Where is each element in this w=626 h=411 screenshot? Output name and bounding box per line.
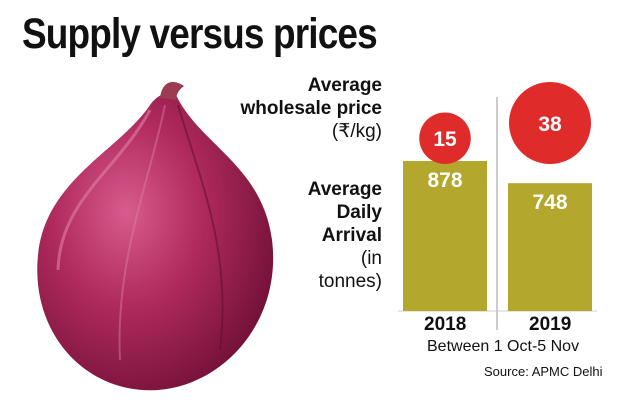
x-tick-label: 2018	[424, 314, 467, 335]
arrival-bar	[403, 161, 487, 311]
price-bubble	[419, 112, 471, 164]
price-bubble-label: 38	[538, 113, 562, 136]
arrival-label-line3: Arrival	[321, 225, 382, 246]
chart-title: Supply versus prices	[22, 10, 378, 58]
arrival-unit-line2: tonnes)	[318, 271, 382, 292]
period-label: Between 1 Oct-5 Nov	[427, 338, 580, 355]
x-tick-label: 2019	[529, 314, 572, 335]
arrival-bar-label: 748	[532, 191, 567, 214]
arrival-bar	[508, 183, 592, 311]
onion-illustration	[37, 82, 274, 391]
price-bubble	[509, 82, 591, 164]
arrival-label: Average Daily Arrival (in tonnes)	[308, 178, 382, 293]
source-label: Source: APMC Delhi	[484, 364, 603, 379]
price-label-line1: Average	[307, 75, 382, 96]
price-label: Average wholesale price (₹/kg)	[240, 74, 382, 143]
arrival-label-line1: Average	[307, 179, 382, 200]
arrival-unit-line1: (in	[360, 248, 382, 269]
price-bubble-label: 15	[433, 128, 457, 151]
price-unit: (₹/kg)	[331, 121, 382, 142]
arrival-bar-label: 878	[427, 169, 462, 192]
price-label-line2: wholesale price	[240, 98, 382, 119]
arrival-label-line2: Daily	[336, 202, 382, 223]
